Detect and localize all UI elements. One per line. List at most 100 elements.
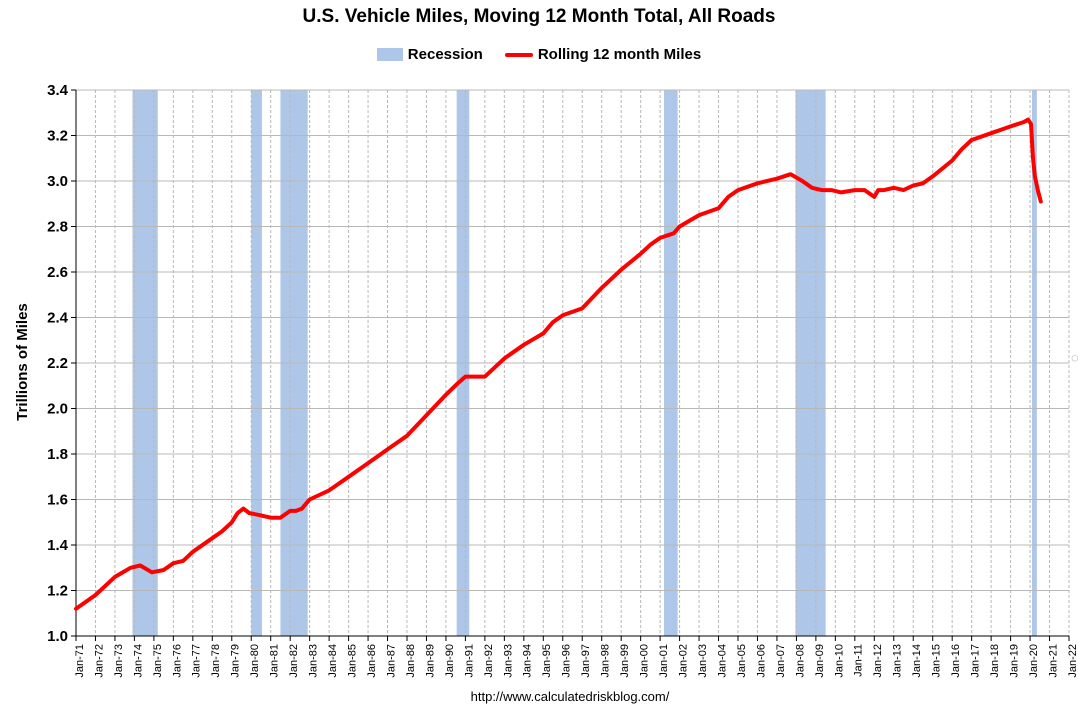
data-point [93,593,97,597]
x-tick-label: Jan-79 [230,644,242,678]
data-point [950,159,954,163]
data-point [247,511,251,515]
data-point [863,188,867,192]
x-tick-label: Jan-96 [561,644,573,678]
legend: Recession Rolling 12 month Miles [0,46,1078,63]
x-tick-label: Jan-11 [853,644,865,677]
data-point [230,520,234,524]
data-point [1022,120,1026,124]
y-tick-label: 2.2 [47,355,68,372]
y-tick-label: 1.8 [47,446,68,463]
source-url: http://www.calculatedriskblog.com/ [470,689,670,704]
x-tick-label: Jan-77 [191,644,203,678]
data-point [892,186,896,190]
y-tick-label: 2.4 [47,310,69,327]
y-tick-label: 2.6 [47,264,68,281]
x-tick-label: Jan-80 [249,644,261,678]
x-tick-label: Jan-02 [677,644,689,678]
data-point [921,181,925,185]
data-point [1031,156,1035,160]
data-point [191,550,195,554]
data-point [580,306,584,310]
x-tick-label: Jan-10 [833,644,845,678]
y-tick-label: 3.4 [47,82,69,99]
data-point [522,343,526,347]
data-point [236,511,240,515]
legend-label-recession: Recession [407,46,483,63]
x-tick-label: Jan-82 [288,644,300,678]
data-point [502,356,506,360]
series-line-0 [74,117,1043,611]
x-tick-label: Jan-84 [327,644,339,678]
data-point [561,313,565,317]
x-tick-label: Jan-01 [658,644,670,678]
x-tick-label: Jan-83 [308,644,320,678]
y-tick-label: 1.2 [47,583,68,600]
data-point [853,188,857,192]
data-point [278,516,282,520]
x-tick-label: Jan-18 [989,644,1001,678]
x-tick-label: Jan-14 [911,644,923,678]
x-tick-label: Jan-06 [755,644,767,678]
data-point [74,607,78,611]
data-point [658,236,662,240]
x-tick-label: Jan-08 [794,644,806,678]
data-point [294,509,298,513]
y-tick-label: 2.8 [47,219,68,236]
data-point [600,286,604,290]
data-point [300,507,304,511]
x-tick-label: Jan-09 [814,644,826,678]
y-tick-label: 3.0 [47,173,68,190]
y-tick-label: 3.2 [47,128,68,145]
x-tick-label: Jan-91 [463,644,475,678]
data-point [288,509,292,513]
data-point [755,181,759,185]
data-point [424,413,428,417]
y-tick-label: 1.4 [47,537,69,554]
data-point [241,507,245,511]
data-point [970,138,974,142]
data-point [775,177,779,181]
x-tick-label: Jan-95 [541,644,553,678]
data-point [483,375,487,379]
data-point [463,375,467,379]
x-tick-label: Jan-12 [872,644,884,678]
legend-item-recession: Recession [376,46,483,63]
x-tick-label: Jan-00 [639,644,651,678]
x-tick-label: Jan-88 [405,644,417,678]
data-point [672,231,676,235]
data-point [872,195,876,199]
data-point [820,188,824,192]
data-point [876,188,880,192]
data-point [960,147,964,151]
data-point [308,498,312,501]
x-tick-label: Jan-87 [385,644,397,678]
x-tick-label: Jan-22 [1067,644,1078,678]
data-point [839,190,843,194]
scroll-handle-icon: ◌ [1071,350,1078,365]
x-tick-label: Jan-07 [775,644,787,678]
data-point [541,331,545,335]
data-point [1029,122,1033,126]
data-point [736,188,740,192]
data-point [210,536,214,540]
legend-swatch-miles [504,52,533,57]
x-tick-label: Jan-81 [269,644,281,678]
y-axis-label: Trillions of Miles [14,303,31,421]
x-tick-label: Jan-78 [210,644,222,678]
data-point [551,320,555,324]
data-point [220,529,224,533]
x-tick-label: Jan-13 [892,644,904,678]
x-tick-label: Jan-04 [716,644,728,678]
data-point [113,575,117,579]
data-point [789,172,793,176]
x-tick-label: Jan-03 [697,644,709,678]
x-tick-label: Jan-76 [171,644,183,678]
data-point [1026,118,1030,122]
data-point [171,561,175,565]
data-point [366,461,370,465]
data-point [810,186,814,190]
x-tick-label: Jan-93 [502,644,514,678]
x-tick-label: Jan-85 [346,644,358,678]
data-point [259,513,263,517]
